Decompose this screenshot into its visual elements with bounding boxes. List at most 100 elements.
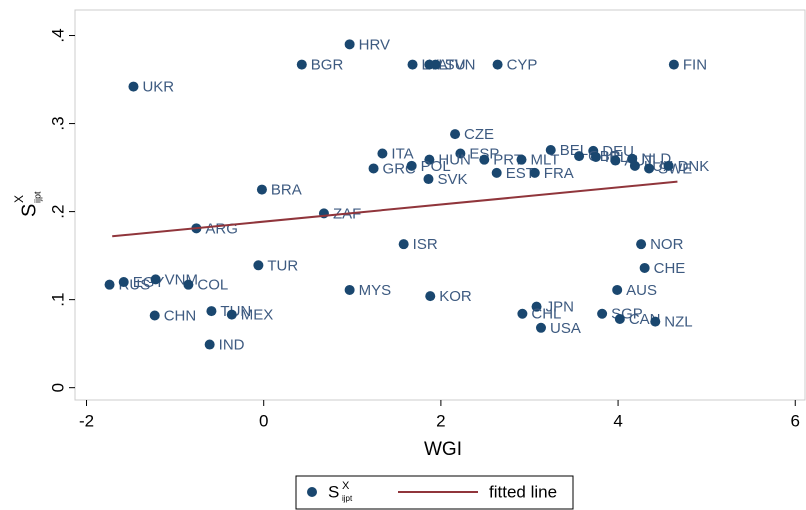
point bbox=[118, 277, 129, 288]
point bbox=[610, 155, 621, 166]
point-label: PRT bbox=[493, 152, 523, 169]
point bbox=[644, 163, 655, 174]
point-label: EST bbox=[506, 165, 535, 182]
x-tick-label: 4 bbox=[613, 411, 622, 430]
point-label: NOR bbox=[650, 236, 684, 253]
point-label: COL bbox=[197, 277, 228, 294]
point-label: MLT bbox=[531, 152, 560, 169]
point bbox=[612, 284, 623, 295]
point bbox=[629, 160, 640, 171]
point-label: NZL bbox=[664, 314, 692, 331]
y-tick-label: 0 bbox=[48, 383, 67, 392]
point bbox=[491, 167, 502, 178]
point bbox=[614, 314, 625, 325]
point bbox=[479, 154, 490, 165]
point bbox=[668, 59, 679, 70]
point bbox=[597, 308, 608, 319]
point-label: DEU bbox=[602, 143, 634, 160]
point bbox=[407, 59, 418, 70]
legend-label-sup: X bbox=[342, 480, 350, 492]
point bbox=[529, 167, 540, 178]
point bbox=[150, 274, 161, 285]
point bbox=[296, 59, 307, 70]
point bbox=[455, 148, 466, 159]
point bbox=[639, 262, 650, 273]
point-label: AUS bbox=[626, 282, 657, 299]
y-tick-label: .3 bbox=[48, 116, 67, 130]
point-label: ESP bbox=[469, 145, 499, 162]
legend-label: S bbox=[328, 482, 339, 501]
legend-label-sub: ijpt bbox=[342, 494, 353, 503]
point bbox=[253, 260, 264, 271]
point-label: ISR bbox=[413, 236, 438, 253]
y-tick-label: .1 bbox=[48, 293, 67, 307]
point bbox=[425, 291, 436, 302]
point bbox=[128, 81, 139, 92]
point bbox=[204, 339, 215, 350]
point bbox=[650, 316, 661, 327]
point bbox=[256, 184, 267, 195]
point-label: MYS bbox=[359, 282, 392, 299]
point-label: ARG bbox=[205, 220, 238, 237]
point bbox=[663, 160, 674, 171]
legend-label: fitted line bbox=[489, 482, 557, 501]
y-tick-label: .4 bbox=[48, 28, 67, 42]
point-label: BRA bbox=[271, 182, 302, 199]
point-label: IND bbox=[219, 337, 245, 354]
point-label: HUN bbox=[438, 152, 471, 169]
y-axis-title: S X ijpt bbox=[12, 191, 42, 217]
y-title-sup: X bbox=[12, 195, 26, 203]
point-label: JPN bbox=[546, 299, 574, 316]
point bbox=[344, 39, 355, 50]
point bbox=[516, 154, 527, 165]
point-label: DNK bbox=[678, 158, 710, 175]
point bbox=[344, 284, 355, 295]
y-title-sub: ijpt bbox=[32, 191, 42, 203]
point bbox=[574, 151, 585, 162]
point bbox=[226, 309, 237, 320]
point bbox=[531, 301, 542, 312]
point-label: CYP bbox=[507, 57, 538, 74]
point bbox=[406, 160, 417, 171]
point bbox=[636, 239, 647, 250]
fitted-line bbox=[112, 180, 678, 238]
point bbox=[424, 154, 435, 165]
point-label: BGR bbox=[311, 57, 344, 74]
point-label: HRV bbox=[359, 36, 390, 53]
x-tick-label: 0 bbox=[259, 411, 268, 430]
point bbox=[423, 174, 434, 185]
point bbox=[368, 163, 379, 174]
point bbox=[590, 152, 601, 163]
x-tick-label: -2 bbox=[79, 411, 94, 430]
point-label: UKR bbox=[142, 79, 174, 96]
point-label: USA bbox=[550, 320, 581, 337]
point bbox=[398, 239, 409, 250]
point bbox=[183, 279, 194, 290]
y-title-base: S bbox=[18, 204, 40, 217]
point bbox=[545, 144, 556, 155]
point bbox=[430, 59, 441, 70]
point-label: KOR bbox=[439, 288, 472, 305]
point bbox=[517, 308, 528, 319]
point-label: SVN bbox=[445, 57, 476, 74]
legend-marker bbox=[307, 487, 317, 497]
point bbox=[492, 59, 503, 70]
point bbox=[377, 148, 388, 159]
point-label: TUR bbox=[267, 257, 298, 274]
point-label: CHL bbox=[531, 306, 561, 323]
point bbox=[535, 322, 546, 333]
x-tick-label: 2 bbox=[436, 411, 445, 430]
x-tick-label: 6 bbox=[791, 411, 800, 430]
point bbox=[104, 279, 115, 290]
point bbox=[149, 310, 160, 321]
point-label: SVK bbox=[437, 171, 467, 188]
point-label: ITA bbox=[391, 145, 413, 162]
point bbox=[206, 306, 217, 317]
point-label: FIN bbox=[683, 57, 707, 74]
point-label: LTU bbox=[438, 57, 465, 74]
point-label: FRA bbox=[544, 165, 574, 182]
point-label: CHE bbox=[654, 260, 686, 277]
point-label: CZE bbox=[464, 126, 494, 143]
point-label: CHN bbox=[164, 307, 197, 324]
